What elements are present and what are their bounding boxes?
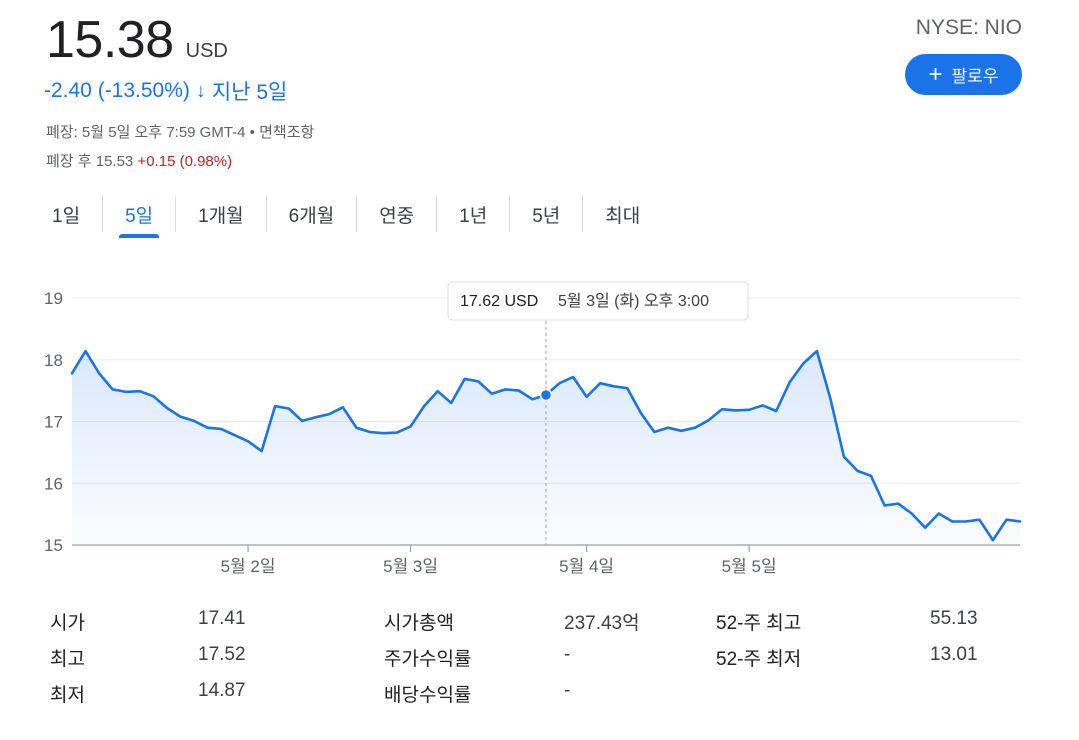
range-tabs: 1일 5일 1개월 6개월 연중 1년 5년 최대 xyxy=(30,196,662,240)
after-hours-change: +0.15 (0.98%) xyxy=(137,153,233,170)
ticker-symbol: NYSE: NIO xyxy=(915,16,1022,39)
tab-range-3[interactable]: 6개월 xyxy=(288,205,335,227)
stat-label: 52-주 최고 xyxy=(716,613,802,634)
stat-label: 시가 xyxy=(50,613,85,634)
close-info: 폐장: 5월 5일 오후 7:59 GMT-4 • 면책조항 xyxy=(46,124,315,141)
price-change: -2.40 (-13.50%) xyxy=(44,79,190,102)
arrow-down-icon: ↓ xyxy=(195,79,206,102)
highlight-point xyxy=(539,388,553,402)
stat-label: 최저 xyxy=(50,685,85,706)
stat-value: 14.87 xyxy=(198,680,246,701)
x-tick-label: 5월 5일 xyxy=(722,557,777,576)
y-tick-label: 18 xyxy=(44,351,63,370)
tooltip-box xyxy=(447,281,749,321)
y-tick-label: 19 xyxy=(44,289,63,308)
x-tick-label: 5월 2일 xyxy=(221,557,276,576)
y-tick-label: 17 xyxy=(44,413,63,432)
tooltip-time: 5월 3일 (화) 오후 3:00 xyxy=(558,292,709,310)
stat-value: 237.43억 xyxy=(564,613,640,634)
tab-range-1[interactable]: 5일 xyxy=(103,196,175,238)
price-header: 15.38 USD xyxy=(46,10,228,70)
after-hours-price: 폐장 후 15.53 xyxy=(46,153,134,170)
x-tick-label: 5월 4일 xyxy=(559,557,614,576)
follow-label: 팔로우 xyxy=(951,67,999,86)
price-chart[interactable]: 19 18 17 16 15 5월 2일 5월 3일 5월 4일 5월 5일 17.62 USD 5… xyxy=(0,270,1079,590)
plus-icon: + xyxy=(928,60,943,88)
stat-value: - xyxy=(564,680,571,701)
tab-range-0[interactable]: 1일 xyxy=(52,205,81,227)
stat-value: 55.13 xyxy=(930,608,978,629)
tooltip-price: 17.62 USD xyxy=(460,293,538,310)
tab-separator xyxy=(356,196,358,232)
tab-separator xyxy=(265,196,267,232)
y-tick-label: 16 xyxy=(44,474,63,493)
stat-label: 52-주 최저 xyxy=(716,649,802,670)
tab-range-4[interactable]: 연중 xyxy=(379,205,415,227)
tab-separator xyxy=(175,196,177,232)
stat-value: 13.01 xyxy=(930,644,978,665)
tab-separator xyxy=(102,196,104,232)
tab-range-7[interactable]: 최대 xyxy=(605,205,641,227)
stat-value: 17.41 xyxy=(198,608,246,629)
after-hours-info: 폐장 후 15.53 +0.15 (0.98%) xyxy=(46,150,232,171)
tab-range-2[interactable]: 1개월 xyxy=(198,205,244,227)
price-change-row: -2.40 (-13.50%) ↓ 지난 5일 xyxy=(44,76,287,106)
stat-label: 주가수익률 xyxy=(384,649,472,670)
stat-label: 시가총액 xyxy=(384,613,454,634)
tab-separator xyxy=(509,196,511,232)
stat-label: 배당수익률 xyxy=(384,685,472,706)
tab-separator xyxy=(436,196,438,232)
change-period: 지난 5일 xyxy=(211,81,288,104)
x-tick-label: 5월 3일 xyxy=(383,557,438,576)
tab-range-6[interactable]: 5년 xyxy=(532,205,561,227)
stat-value: 17.52 xyxy=(198,644,246,665)
current-price: 15.38 xyxy=(46,11,174,69)
stat-label: 최고 xyxy=(50,649,85,670)
tab-separator xyxy=(582,196,584,232)
stat-value: - xyxy=(564,644,571,665)
y-tick-label: 15 xyxy=(44,536,63,555)
follow-button[interactable]: + 팔로우 xyxy=(905,54,1022,95)
tab-range-5[interactable]: 1년 xyxy=(459,205,488,227)
currency-label: USD xyxy=(185,40,228,62)
